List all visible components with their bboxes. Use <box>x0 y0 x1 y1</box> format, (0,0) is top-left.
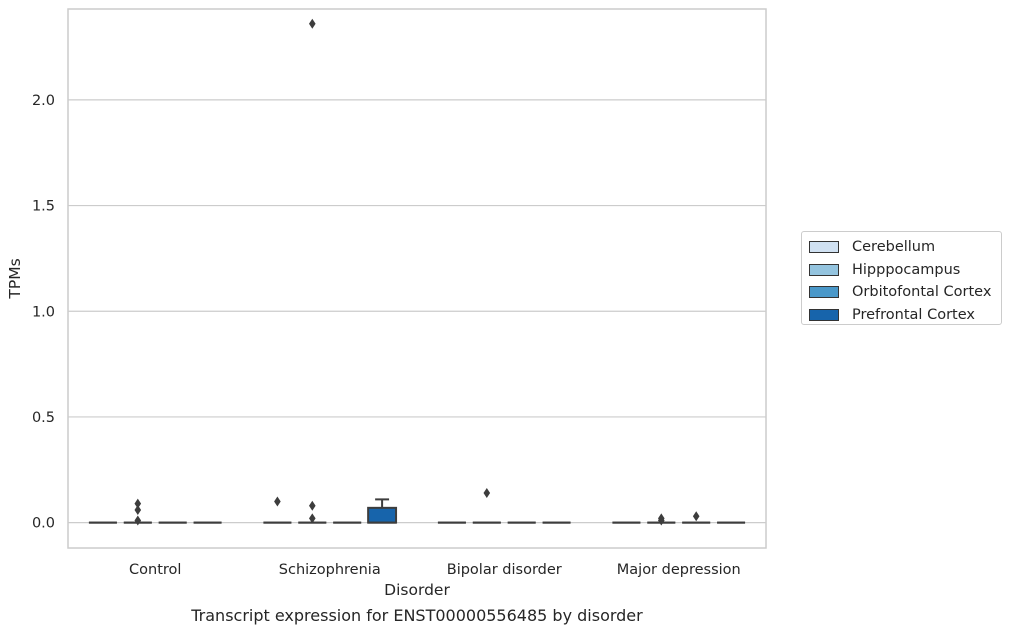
y-tick-label: 1.5 <box>32 199 55 215</box>
legend-swatch-orbitofrontal-cortex <box>809 286 839 299</box>
legend-label: Cerebellum <box>852 239 936 256</box>
outlier-point <box>483 488 491 499</box>
legend-swatch-prefrontal-cortex <box>809 308 839 321</box>
box <box>367 506 398 524</box>
outlier-point <box>134 515 142 526</box>
chart-caption: Transcript expression for ENST0000055648… <box>191 606 643 625</box>
box-group <box>298 18 327 524</box>
x-axis-label: Disorder <box>384 581 450 599</box>
outlier-point <box>309 500 316 511</box>
legend-item-cerebellum: Cerebellum <box>802 236 1001 259</box>
legend-label: Prefrontal Cortex <box>852 306 975 323</box>
box-group <box>472 488 501 524</box>
box-group <box>367 498 398 524</box>
outlier-point <box>658 513 665 524</box>
box-group <box>647 513 676 526</box>
y-tick-label: 0.0 <box>32 516 55 532</box>
box-group <box>123 498 152 526</box>
y-tick-label: 1.0 <box>32 304 55 320</box>
outlier-point <box>134 498 142 509</box>
legend-item-orbitofrontal-cortex: Orbitofontal Cortex <box>802 281 1001 304</box>
legend-label: Orbitofontal Cortex <box>852 284 992 301</box>
outlier-point <box>274 496 281 507</box>
outlier-point <box>309 513 316 524</box>
y-axis-label: TPMs <box>6 258 24 299</box>
box-group <box>263 496 292 524</box>
x-tick-label: Major depression <box>617 562 741 578</box>
legend: Cerebellum Hipppocampus Orbitofontal Cor… <box>801 231 1002 325</box>
x-tick-label: Bipolar disorder <box>447 562 562 578</box>
legend-item-hippocampus: Hipppocampus <box>802 259 1001 282</box>
y-tick-label: 2.0 <box>32 93 55 109</box>
legend-swatch-cerebellum <box>809 241 839 254</box>
box-group <box>682 511 711 524</box>
y-tick-label: 0.5 <box>32 410 55 426</box>
x-tick-label: Schizophrenia <box>279 562 381 578</box>
outlier-point <box>134 504 142 515</box>
legend-label: Hipppocampus <box>852 261 961 278</box>
legend-swatch-hippocampus <box>809 263 839 276</box>
outlier-point <box>692 511 700 522</box>
x-tick-label: Control <box>129 562 181 578</box>
outlier-point <box>309 18 316 29</box>
plot-frame <box>67 8 767 549</box>
legend-item-prefrontal-cortex: Prefrontal Cortex <box>802 304 1001 327</box>
